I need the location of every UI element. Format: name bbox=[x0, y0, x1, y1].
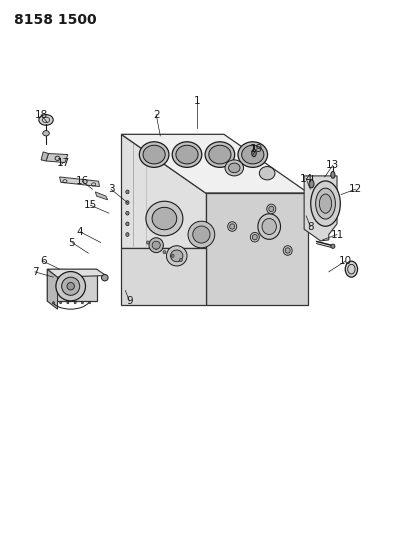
Ellipse shape bbox=[43, 131, 49, 136]
Ellipse shape bbox=[188, 221, 215, 248]
Ellipse shape bbox=[209, 145, 231, 164]
Ellipse shape bbox=[126, 190, 129, 193]
Text: 6: 6 bbox=[40, 256, 46, 266]
Ellipse shape bbox=[283, 246, 292, 255]
Ellipse shape bbox=[146, 241, 150, 244]
Ellipse shape bbox=[53, 302, 54, 304]
Text: 5: 5 bbox=[69, 238, 75, 247]
Ellipse shape bbox=[250, 232, 259, 242]
Text: 12: 12 bbox=[349, 184, 362, 194]
Text: 13: 13 bbox=[326, 160, 339, 170]
Ellipse shape bbox=[74, 302, 76, 304]
Ellipse shape bbox=[67, 282, 74, 290]
Ellipse shape bbox=[252, 235, 257, 240]
Polygon shape bbox=[47, 269, 58, 309]
Polygon shape bbox=[60, 177, 99, 187]
Text: 19: 19 bbox=[250, 144, 263, 154]
Ellipse shape bbox=[139, 142, 169, 167]
Polygon shape bbox=[47, 269, 106, 277]
Ellipse shape bbox=[259, 166, 275, 180]
Polygon shape bbox=[121, 134, 206, 248]
Ellipse shape bbox=[152, 207, 177, 230]
Ellipse shape bbox=[179, 259, 182, 262]
Ellipse shape bbox=[67, 302, 69, 304]
Text: 17: 17 bbox=[57, 158, 70, 167]
Ellipse shape bbox=[60, 302, 62, 304]
Ellipse shape bbox=[126, 222, 129, 226]
Text: 9: 9 bbox=[126, 296, 133, 306]
Ellipse shape bbox=[230, 224, 235, 229]
Polygon shape bbox=[46, 154, 68, 163]
Polygon shape bbox=[206, 193, 308, 305]
Text: 10: 10 bbox=[339, 256, 352, 266]
Ellipse shape bbox=[39, 115, 53, 125]
Ellipse shape bbox=[126, 232, 129, 237]
Ellipse shape bbox=[81, 302, 83, 304]
Ellipse shape bbox=[193, 226, 210, 243]
Ellipse shape bbox=[242, 145, 264, 164]
Ellipse shape bbox=[89, 302, 90, 304]
Text: 8158 1500: 8158 1500 bbox=[14, 13, 97, 27]
Ellipse shape bbox=[331, 244, 335, 248]
Ellipse shape bbox=[146, 201, 183, 236]
Ellipse shape bbox=[172, 142, 202, 167]
Ellipse shape bbox=[56, 271, 85, 301]
Text: 1: 1 bbox=[194, 96, 201, 106]
Polygon shape bbox=[41, 152, 48, 161]
Ellipse shape bbox=[252, 149, 256, 157]
Ellipse shape bbox=[163, 251, 166, 254]
Ellipse shape bbox=[316, 188, 335, 219]
Text: 7: 7 bbox=[32, 267, 38, 277]
Ellipse shape bbox=[102, 274, 108, 281]
Ellipse shape bbox=[176, 145, 198, 164]
Polygon shape bbox=[95, 192, 108, 200]
Text: 18: 18 bbox=[35, 110, 48, 119]
Text: 3: 3 bbox=[108, 184, 114, 194]
Ellipse shape bbox=[319, 194, 332, 213]
Polygon shape bbox=[121, 248, 206, 305]
Ellipse shape bbox=[331, 171, 335, 178]
Ellipse shape bbox=[262, 219, 276, 235]
Text: 14: 14 bbox=[300, 174, 313, 183]
Ellipse shape bbox=[126, 201, 129, 205]
Ellipse shape bbox=[228, 222, 237, 231]
Ellipse shape bbox=[205, 142, 235, 167]
Ellipse shape bbox=[345, 261, 358, 277]
Ellipse shape bbox=[126, 211, 129, 215]
Polygon shape bbox=[121, 248, 308, 305]
Ellipse shape bbox=[171, 254, 174, 257]
Ellipse shape bbox=[143, 145, 165, 164]
Ellipse shape bbox=[166, 246, 187, 266]
Polygon shape bbox=[304, 176, 337, 241]
Ellipse shape bbox=[62, 277, 80, 295]
Ellipse shape bbox=[285, 248, 290, 253]
Text: 16: 16 bbox=[76, 176, 89, 186]
Ellipse shape bbox=[149, 238, 164, 253]
Ellipse shape bbox=[269, 206, 274, 212]
Polygon shape bbox=[121, 134, 308, 193]
Ellipse shape bbox=[152, 241, 160, 249]
Text: 8: 8 bbox=[307, 222, 314, 231]
Text: 15: 15 bbox=[84, 200, 97, 210]
Ellipse shape bbox=[311, 181, 340, 226]
Polygon shape bbox=[47, 269, 97, 301]
Text: 4: 4 bbox=[77, 227, 83, 237]
Ellipse shape bbox=[171, 250, 183, 262]
Ellipse shape bbox=[155, 246, 158, 249]
Ellipse shape bbox=[229, 163, 240, 173]
Text: 11: 11 bbox=[330, 230, 344, 239]
Ellipse shape bbox=[258, 214, 280, 239]
Ellipse shape bbox=[267, 204, 276, 214]
Text: 2: 2 bbox=[153, 110, 159, 119]
Ellipse shape bbox=[309, 180, 314, 188]
Ellipse shape bbox=[225, 160, 243, 176]
Ellipse shape bbox=[238, 142, 268, 167]
